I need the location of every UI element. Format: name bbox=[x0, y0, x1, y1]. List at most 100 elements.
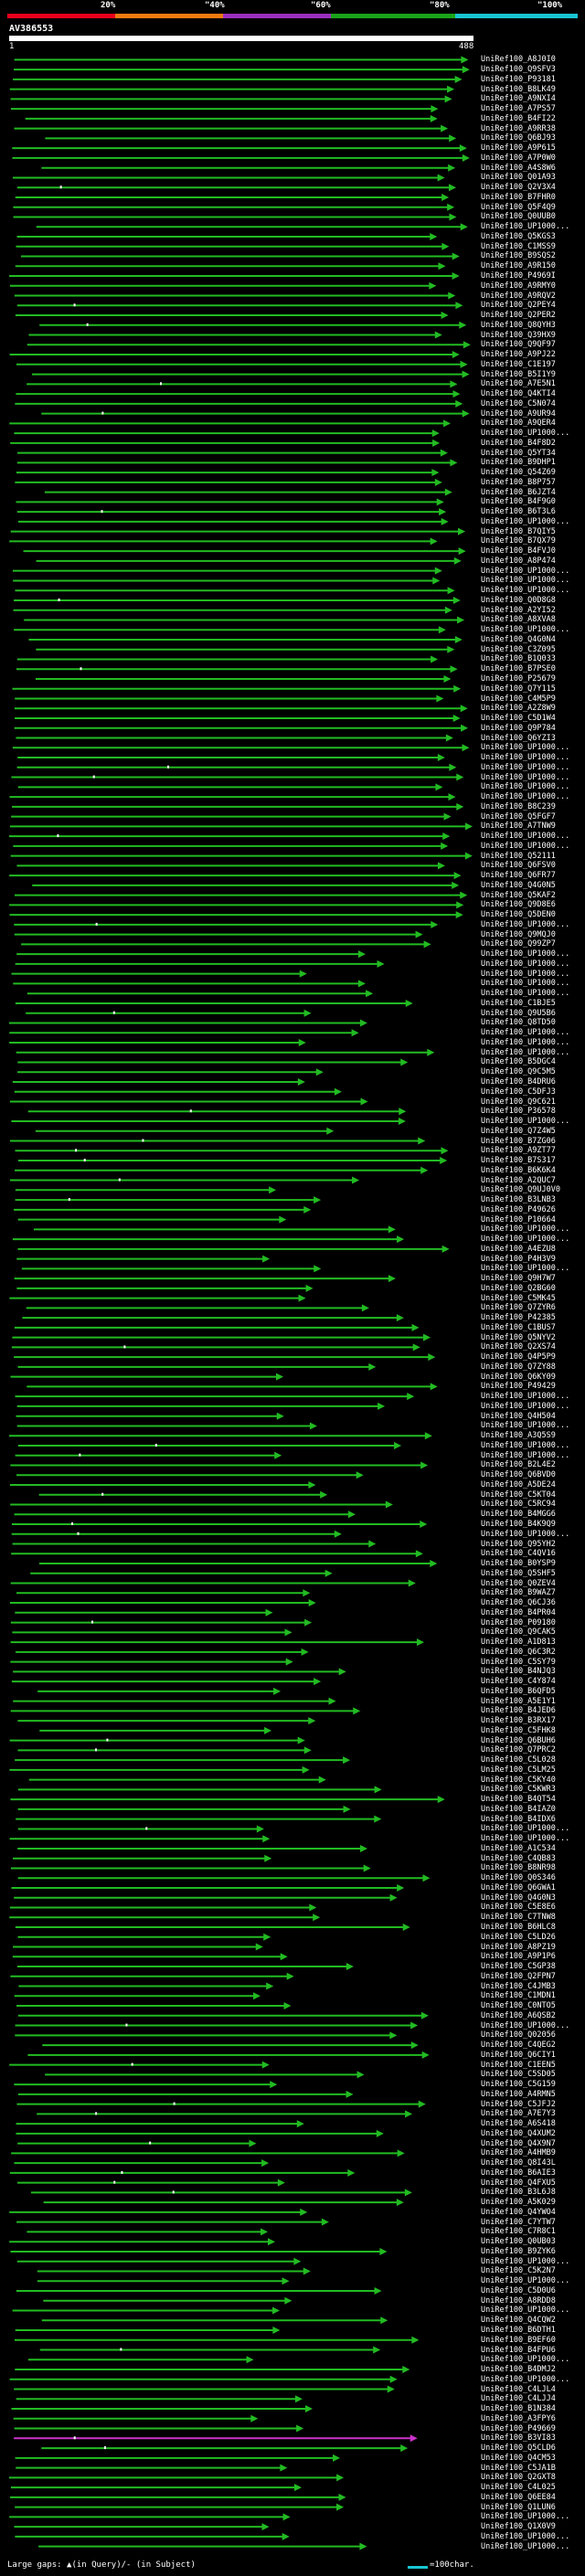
hit-label[interactable]: UniRef100_B7ZG06 bbox=[481, 1136, 556, 1146]
hit-label[interactable]: UniRef100_P49429 bbox=[481, 1382, 556, 1392]
hit-label[interactable]: UniRef100_Q95YH2 bbox=[481, 1539, 556, 1549]
hit-label[interactable]: UniRef100_Q9CAK5 bbox=[481, 1627, 556, 1638]
hit-label[interactable]: UniRef100_UP1000... bbox=[481, 1529, 570, 1539]
hit-label[interactable]: UniRef100_A9P615 bbox=[481, 143, 556, 154]
hit-label[interactable]: UniRef100_Q5DEN0 bbox=[481, 910, 556, 920]
hit-label[interactable]: UniRef100_Q1X0V9 bbox=[481, 2522, 556, 2532]
hit-label[interactable]: UniRef100_B9SQS2 bbox=[481, 251, 556, 261]
hit-label[interactable]: UniRef100_A9NXI4 bbox=[481, 94, 556, 104]
hit-label[interactable]: UniRef100_Q6BJ93 bbox=[481, 133, 556, 143]
hit-label[interactable]: UniRef100_B2L4E2 bbox=[481, 1460, 556, 1470]
hit-label[interactable]: UniRef100_Q4P5P9 bbox=[481, 1352, 556, 1362]
hit-label[interactable]: UniRef100_Q7ZY88 bbox=[481, 1362, 556, 1372]
hit-label[interactable]: UniRef100_A6S418 bbox=[481, 2119, 556, 2129]
hit-label[interactable]: UniRef100_A2QUC7 bbox=[481, 1175, 556, 1185]
hit-label[interactable]: UniRef100_Q0UB03 bbox=[481, 2237, 556, 2247]
hit-label[interactable]: UniRef100_UP1000... bbox=[481, 919, 570, 929]
hit-label[interactable]: UniRef100_C5D1W4 bbox=[481, 714, 556, 724]
hit-label[interactable]: UniRef100_Q5FGF7 bbox=[481, 811, 556, 822]
hit-label[interactable]: UniRef100_C4QV16 bbox=[481, 1549, 556, 1559]
hit-label[interactable]: UniRef100_B3LNB3 bbox=[481, 1195, 556, 1205]
hit-label[interactable]: UniRef100_A1D813 bbox=[481, 1638, 556, 1648]
hit-label[interactable]: UniRef100_C7TNW8 bbox=[481, 1913, 556, 1923]
hit-label[interactable]: UniRef100_Q4KTI4 bbox=[481, 389, 556, 399]
hit-label[interactable]: UniRef100_UP1000... bbox=[481, 222, 570, 232]
hit-label[interactable]: UniRef100_B7PSE0 bbox=[481, 664, 556, 674]
hit-label[interactable]: UniRef100_UP1000... bbox=[481, 576, 570, 586]
hit-label[interactable]: UniRef100_B7QX79 bbox=[481, 536, 556, 546]
hit-label[interactable]: UniRef100_A8RDD8 bbox=[481, 2295, 556, 2306]
hit-label[interactable]: UniRef100_Q9H7W7 bbox=[481, 1274, 556, 1284]
hit-label[interactable]: UniRef100_A3Q5S9 bbox=[481, 1431, 556, 1441]
hit-label[interactable]: UniRef100_B6T3L6 bbox=[481, 507, 556, 517]
hit-label[interactable]: UniRef100_A7E7Y3 bbox=[481, 2109, 556, 2119]
hit-label[interactable]: UniRef100_B8NR98 bbox=[481, 1863, 556, 1873]
hit-label[interactable]: UniRef100_B3L6J8 bbox=[481, 2188, 556, 2198]
hit-label[interactable]: UniRef100_C7YTW7 bbox=[481, 2217, 556, 2227]
hit-label[interactable]: UniRef100_C5E8E6 bbox=[481, 1903, 556, 1913]
hit-label[interactable]: UniRef100_UP1000... bbox=[481, 979, 570, 989]
hit-label[interactable]: UniRef100_UP1000... bbox=[481, 586, 570, 596]
hit-label[interactable]: UniRef100_B6HLC8 bbox=[481, 1923, 556, 1932]
hit-label[interactable]: UniRef100_A7P0W0 bbox=[481, 153, 556, 163]
hit-label[interactable]: UniRef100_C5JA1B bbox=[481, 2463, 556, 2473]
hit-label[interactable]: UniRef100_A2YI52 bbox=[481, 605, 556, 615]
hit-label[interactable]: UniRef100_Q6CIY1 bbox=[481, 2050, 556, 2060]
hit-label[interactable]: UniRef100_A9RQV2 bbox=[481, 291, 556, 301]
hit-label[interactable]: UniRef100_UP1000... bbox=[481, 743, 570, 753]
hit-label[interactable]: UniRef100_C4L025 bbox=[481, 2483, 556, 2493]
hit-label[interactable]: UniRef100_Q4XUM2 bbox=[481, 2128, 556, 2138]
hit-label[interactable]: UniRef100_UP1000... bbox=[481, 753, 570, 763]
hit-label[interactable]: UniRef100_Q02056 bbox=[481, 2030, 556, 2041]
hit-label[interactable]: UniRef100_B6JZT4 bbox=[481, 487, 556, 497]
hit-label[interactable]: UniRef100_A9RR38 bbox=[481, 123, 556, 133]
hit-label[interactable]: UniRef100_C5G159 bbox=[481, 2080, 556, 2090]
hit-label[interactable]: UniRef100_P93181 bbox=[481, 74, 556, 84]
hit-label[interactable]: UniRef100_A1C534 bbox=[481, 1843, 556, 1853]
hit-label[interactable]: UniRef100_Q0ZEV4 bbox=[481, 1578, 556, 1588]
hit-label[interactable]: UniRef100_P10664 bbox=[481, 1214, 556, 1224]
hit-label[interactable]: UniRef100_P25679 bbox=[481, 674, 556, 684]
hit-label[interactable]: UniRef100_Q9C621 bbox=[481, 1097, 556, 1107]
hit-label[interactable]: UniRef100_P49626 bbox=[481, 1204, 556, 1214]
hit-label[interactable]: UniRef100_Q6C3R2 bbox=[481, 1647, 556, 1657]
hit-label[interactable]: UniRef100_C1EEN5 bbox=[481, 2060, 556, 2070]
hit-label[interactable]: UniRef100_UP1000... bbox=[481, 2306, 570, 2316]
hit-label[interactable]: UniRef100_Q2XS74 bbox=[481, 1342, 556, 1352]
hit-label[interactable]: UniRef100_UP1000... bbox=[481, 772, 570, 782]
hit-label[interactable]: UniRef100_B4F9G0 bbox=[481, 497, 556, 507]
hit-label[interactable]: UniRef100_Q9MQJ0 bbox=[481, 929, 556, 939]
hit-label[interactable]: UniRef100_C1MDN1 bbox=[481, 1991, 556, 2001]
hit-label[interactable]: UniRef100_Q4CQW2 bbox=[481, 2316, 556, 2326]
hit-label[interactable]: UniRef100_Q9C5M5 bbox=[481, 1067, 556, 1077]
hit-label[interactable]: UniRef100_UP1000... bbox=[481, 1264, 570, 1274]
hit-label[interactable]: UniRef100_Q8TD50 bbox=[481, 1018, 556, 1028]
hit-label[interactable]: UniRef100_P36578 bbox=[481, 1107, 556, 1117]
hit-label[interactable]: UniRef100_Q6GWA1 bbox=[481, 1882, 556, 1892]
hit-label[interactable]: UniRef100_A7PS57 bbox=[481, 104, 556, 114]
hit-label[interactable]: UniRef100_A9R150 bbox=[481, 261, 556, 271]
hit-label[interactable]: UniRef100_Q7ZYR6 bbox=[481, 1303, 556, 1313]
hit-label[interactable]: UniRef100_B1Q033 bbox=[481, 654, 556, 664]
hit-label[interactable]: UniRef100_A9UR94 bbox=[481, 408, 556, 419]
hit-label[interactable]: UniRef100_A2Z8W9 bbox=[481, 704, 556, 714]
hit-label[interactable]: UniRef100_Q5SHF5 bbox=[481, 1568, 556, 1578]
hit-label[interactable]: UniRef100_Q5KAF2 bbox=[481, 890, 556, 900]
hit-label[interactable]: UniRef100_C5MK45 bbox=[481, 1293, 556, 1303]
hit-label[interactable]: UniRef100_C5FHK8 bbox=[481, 1725, 556, 1735]
hit-label[interactable]: UniRef100_B8C239 bbox=[481, 801, 556, 811]
hit-label[interactable]: UniRef100_C4M5P9 bbox=[481, 694, 556, 704]
hit-label[interactable]: UniRef100_B9DHP1 bbox=[481, 458, 556, 468]
hit-label[interactable]: UniRef100_B5I1Y9 bbox=[481, 369, 556, 379]
hit-label[interactable]: UniRef100_UP1000... bbox=[481, 2512, 570, 2522]
hit-label[interactable]: UniRef100_Q4G0N4 bbox=[481, 634, 556, 644]
hit-label[interactable]: UniRef100_Q8QYH3 bbox=[481, 320, 556, 330]
hit-label[interactable]: UniRef100_UP1000... bbox=[481, 2374, 570, 2384]
hit-label[interactable]: UniRef100_B6DTH1 bbox=[481, 2325, 556, 2335]
hit-label[interactable]: UniRef100_Q4G0N3 bbox=[481, 1892, 556, 1903]
hit-label[interactable]: UniRef100_UP1000... bbox=[481, 1117, 570, 1127]
hit-label[interactable]: UniRef100_C1MSS9 bbox=[481, 241, 556, 251]
hit-label[interactable]: UniRef100_C5LM25 bbox=[481, 1765, 556, 1775]
hit-label[interactable]: UniRef100_Q99ZP7 bbox=[481, 939, 556, 949]
hit-label[interactable]: UniRef100_Q6KY09 bbox=[481, 1372, 556, 1382]
